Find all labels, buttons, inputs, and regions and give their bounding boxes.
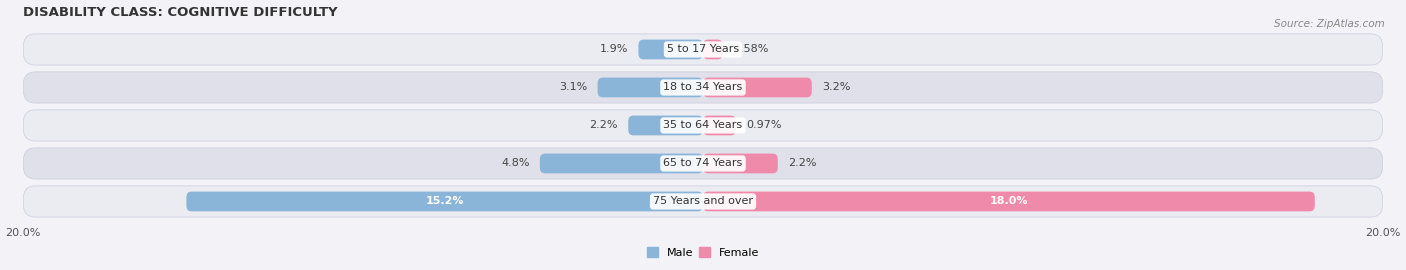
Text: 5 to 17 Years: 5 to 17 Years — [666, 45, 740, 55]
FancyBboxPatch shape — [628, 116, 703, 135]
Text: 1.9%: 1.9% — [600, 45, 628, 55]
Text: 2.2%: 2.2% — [787, 158, 817, 168]
Text: 65 to 74 Years: 65 to 74 Years — [664, 158, 742, 168]
Text: 0.58%: 0.58% — [733, 45, 768, 55]
FancyBboxPatch shape — [187, 192, 703, 211]
FancyBboxPatch shape — [24, 72, 1382, 103]
Text: 15.2%: 15.2% — [426, 197, 464, 207]
Text: 18.0%: 18.0% — [990, 197, 1028, 207]
Text: 3.2%: 3.2% — [823, 82, 851, 92]
FancyBboxPatch shape — [598, 77, 703, 97]
Text: 0.97%: 0.97% — [747, 120, 782, 130]
Text: 35 to 64 Years: 35 to 64 Years — [664, 120, 742, 130]
Legend: Male, Female: Male, Female — [643, 242, 763, 262]
FancyBboxPatch shape — [703, 154, 778, 173]
Text: 3.1%: 3.1% — [560, 82, 588, 92]
FancyBboxPatch shape — [24, 148, 1382, 179]
FancyBboxPatch shape — [703, 116, 735, 135]
Text: 75 Years and over: 75 Years and over — [652, 197, 754, 207]
Text: 18 to 34 Years: 18 to 34 Years — [664, 82, 742, 92]
FancyBboxPatch shape — [24, 186, 1382, 217]
Text: 2.2%: 2.2% — [589, 120, 619, 130]
Text: 4.8%: 4.8% — [501, 158, 530, 168]
FancyBboxPatch shape — [638, 40, 703, 59]
FancyBboxPatch shape — [24, 34, 1382, 65]
FancyBboxPatch shape — [703, 192, 1315, 211]
FancyBboxPatch shape — [540, 154, 703, 173]
FancyBboxPatch shape — [703, 40, 723, 59]
Text: Source: ZipAtlas.com: Source: ZipAtlas.com — [1274, 19, 1385, 29]
FancyBboxPatch shape — [24, 110, 1382, 141]
Text: DISABILITY CLASS: COGNITIVE DIFFICULTY: DISABILITY CLASS: COGNITIVE DIFFICULTY — [24, 6, 337, 19]
FancyBboxPatch shape — [703, 77, 811, 97]
